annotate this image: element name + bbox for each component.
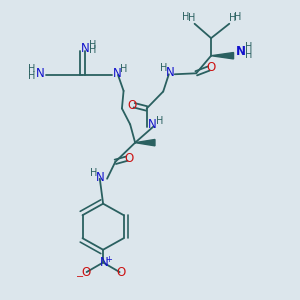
Text: H: H [28, 64, 36, 74]
Text: O: O [124, 152, 134, 165]
Text: H: H [245, 42, 252, 52]
Text: O: O [206, 61, 216, 74]
Text: H: H [234, 12, 241, 22]
Text: N: N [81, 42, 90, 55]
Text: H: H [89, 45, 97, 55]
Text: +: + [106, 255, 112, 264]
Text: N: N [148, 118, 157, 131]
Text: H: H [156, 116, 163, 126]
Text: O: O [116, 266, 125, 279]
Text: H: H [120, 64, 127, 74]
Text: H: H [28, 70, 36, 80]
Text: H: H [160, 63, 167, 73]
Text: N: N [100, 256, 109, 269]
Text: H: H [229, 13, 236, 23]
Text: N: N [36, 67, 44, 80]
Text: N: N [112, 67, 122, 80]
Text: H: H [89, 40, 97, 50]
Text: N: N [236, 45, 246, 58]
Text: N: N [96, 171, 105, 184]
Text: N: N [165, 66, 174, 79]
Text: H: H [90, 168, 98, 178]
Text: H: H [245, 50, 252, 60]
Text: O: O [81, 266, 90, 279]
Text: H: H [188, 13, 195, 23]
Text: O: O [127, 99, 136, 112]
Text: H: H [182, 12, 189, 22]
Text: −: − [76, 272, 84, 282]
Polygon shape [135, 140, 155, 146]
Polygon shape [211, 52, 234, 59]
